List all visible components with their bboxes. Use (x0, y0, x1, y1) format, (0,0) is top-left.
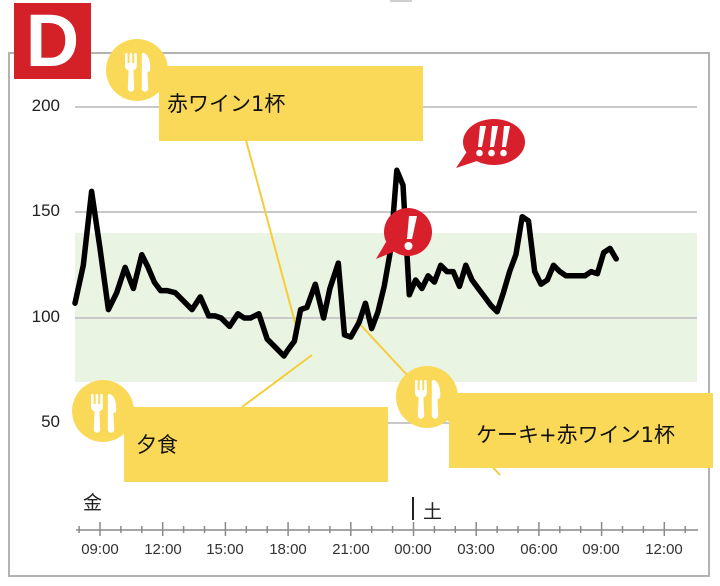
alert-single-icon (372, 206, 436, 264)
note-dinner: 夕食 (124, 407, 388, 482)
x-tick-sat-0300: 03:00 (457, 541, 495, 558)
note-cake-wine: ケーキ+赤ワイン1杯 (449, 393, 713, 468)
fork-knife-icon (396, 366, 458, 428)
fork-knife-icon (72, 380, 134, 442)
panel-badge: D (14, 3, 91, 79)
note-cake-wine-text: ケーキ+赤ワイン1杯 (476, 423, 675, 447)
y-tick-100: 100 (31, 307, 60, 326)
glucose-line (72, 167, 619, 359)
alert-triple-icon (452, 116, 528, 174)
y-tick-200: 200 (31, 96, 60, 115)
note-dinner-text: 夕食 (136, 433, 178, 457)
x-tick-fri-0900: 09:00 (81, 541, 119, 558)
y-tick-50: 50 (41, 412, 60, 431)
x-tick-fri-1200: 12:00 (144, 541, 182, 558)
x-tick-sat-1200: 12:00 (645, 541, 683, 558)
fork-knife-icon (106, 39, 168, 101)
x-axis (76, 522, 698, 536)
target-range-band (75, 233, 697, 382)
x-tick-fri-2100: 21:00 (332, 541, 370, 558)
x-tick-sat-0600: 06:00 (520, 541, 558, 558)
day-label-saturday: 土 (423, 501, 443, 523)
x-tick-sat-0900: 09:00 (582, 541, 620, 558)
x-tick-fri-1800: 18:00 (269, 541, 307, 558)
note-red-wine: 赤ワイン1杯 (159, 66, 423, 141)
x-tick-sat-0000: 00:00 (394, 541, 432, 558)
y-tick-150: 150 (31, 201, 60, 220)
x-tick-fri-1500: 15:00 (206, 541, 244, 558)
top-mark (390, 0, 412, 2)
note-red-wine-text: 赤ワイン1杯 (167, 92, 286, 116)
day-label-friday: 金 (83, 492, 103, 514)
